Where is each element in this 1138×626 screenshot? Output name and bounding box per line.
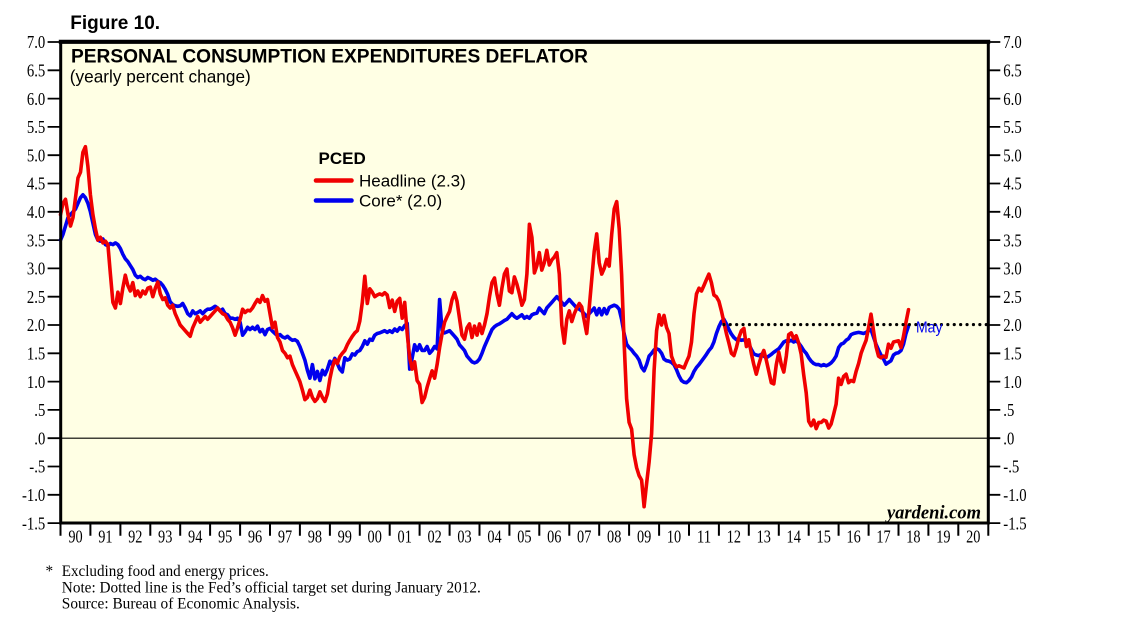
svg-text:04: 04 [487,526,502,546]
svg-text:6.0: 6.0 [1003,89,1021,109]
svg-text:19: 19 [936,526,951,546]
svg-text:*: * [46,563,54,580]
svg-text:93: 93 [158,526,173,546]
svg-text:18: 18 [906,526,921,546]
svg-text:PCED: PCED [319,149,366,168]
svg-text:3.5: 3.5 [1003,230,1021,250]
svg-text:6.5: 6.5 [1003,61,1021,81]
svg-text:3.0: 3.0 [1003,259,1021,279]
svg-text:1.0: 1.0 [1003,372,1021,392]
svg-text:4.0: 4.0 [27,202,45,222]
svg-text:Excluding food and energy pric: Excluding food and energy prices. [62,563,269,580]
svg-text:4.0: 4.0 [1003,202,1021,222]
svg-text:6.0: 6.0 [27,89,45,109]
svg-text:-1.0: -1.0 [22,485,45,505]
svg-text:3.5: 3.5 [27,230,45,250]
svg-text:PERSONAL CONSUMPTION EXPENDITU: PERSONAL CONSUMPTION EXPENDITURES DEFLAT… [71,47,588,68]
svg-text:2.5: 2.5 [1003,287,1021,307]
svg-text:07: 07 [577,526,592,546]
svg-text:02: 02 [427,526,441,546]
svg-text:08: 08 [607,526,622,546]
svg-text:5.5: 5.5 [1003,117,1021,137]
svg-text:Source: Bureau of Economic Ana: Source: Bureau of Economic Analysis. [62,595,300,612]
svg-text:03: 03 [457,526,472,546]
svg-text:10: 10 [667,526,682,546]
svg-text:15: 15 [817,526,832,546]
svg-text:Headline (2.3): Headline (2.3) [359,171,466,190]
svg-text:7.0: 7.0 [27,32,45,52]
svg-text:(yearly percent change): (yearly percent change) [70,66,251,86]
svg-text:20: 20 [966,526,981,546]
svg-text:1.0: 1.0 [27,372,45,392]
svg-text:94: 94 [188,526,203,546]
svg-text:5.0: 5.0 [1003,145,1021,165]
svg-text:17: 17 [876,526,891,546]
svg-text:98: 98 [308,526,323,546]
svg-text:.5: .5 [1003,400,1014,420]
svg-text:97: 97 [278,526,293,546]
svg-text:5.0: 5.0 [27,145,45,165]
svg-text:Core* (2.0): Core* (2.0) [359,191,442,210]
svg-text:Note: Dotted line is the Fed’s: Note: Dotted line is the Fed’s official … [62,579,481,596]
svg-text:96: 96 [248,526,263,546]
svg-text:3.0: 3.0 [27,259,45,279]
svg-text:1.5: 1.5 [27,344,45,364]
svg-text:09: 09 [637,526,652,546]
svg-text:-.5: -.5 [1003,457,1019,477]
svg-text:00: 00 [368,526,383,546]
svg-text:91: 91 [98,526,112,546]
svg-text:Figure 10.: Figure 10. [70,13,160,34]
svg-text:14: 14 [787,526,802,546]
svg-text:-1.5: -1.5 [1003,513,1026,533]
svg-text:-.5: -.5 [29,457,45,477]
svg-text:90: 90 [68,526,83,546]
svg-text:-1.0: -1.0 [1003,485,1026,505]
svg-text:99: 99 [338,526,353,546]
svg-text:.5: .5 [34,400,45,420]
svg-text:yardeni.com: yardeni.com [885,504,981,524]
svg-text:01: 01 [398,526,412,546]
svg-text:2.0: 2.0 [27,315,45,335]
svg-text:-1.5: -1.5 [22,513,45,533]
svg-text:2.5: 2.5 [27,287,45,307]
svg-text:11: 11 [697,526,711,546]
svg-text:12: 12 [727,526,741,546]
svg-text:16: 16 [846,526,861,546]
svg-text:1.5: 1.5 [1003,344,1021,364]
svg-text:6.5: 6.5 [27,61,45,81]
svg-text:.0: .0 [34,428,45,448]
svg-text:7.0: 7.0 [1003,32,1021,52]
svg-text:2.0: 2.0 [1003,315,1021,335]
svg-text:4.5: 4.5 [27,174,45,194]
svg-text:May: May [916,320,943,337]
svg-text:92: 92 [128,526,142,546]
svg-text:4.5: 4.5 [1003,174,1021,194]
svg-text:05: 05 [517,526,532,546]
svg-text:.0: .0 [1003,428,1014,448]
svg-text:13: 13 [757,526,772,546]
svg-text:5.5: 5.5 [27,117,45,137]
svg-text:06: 06 [547,526,562,546]
svg-text:95: 95 [218,526,233,546]
